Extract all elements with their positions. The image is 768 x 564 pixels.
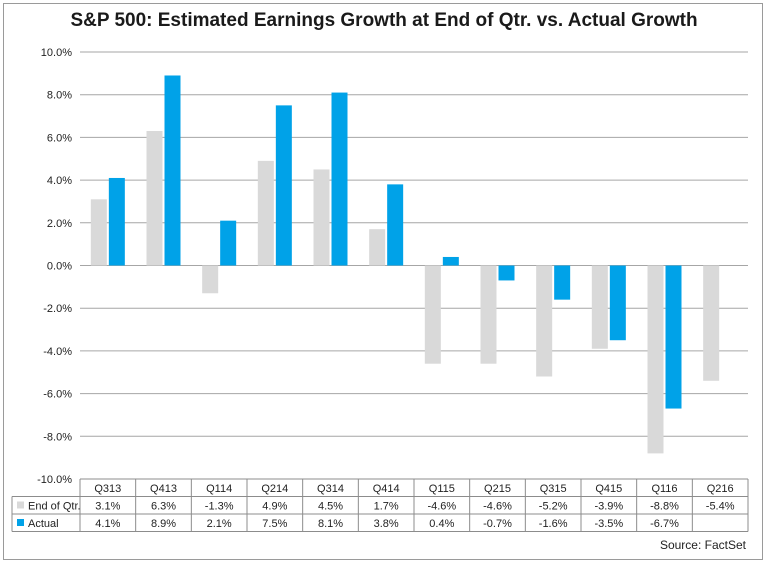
bar-estimate <box>257 160 274 266</box>
chart-title: S&P 500: Estimated Earnings Growth at En… <box>70 10 698 31</box>
x-category-label: Q414 <box>373 483 400 495</box>
bar-estimate <box>536 265 553 377</box>
bar-actual <box>220 220 237 266</box>
y-tick-label: -2.0% <box>43 303 72 315</box>
bar-estimate <box>703 265 720 381</box>
bar-actual <box>331 92 348 266</box>
bar-estimate <box>480 265 497 364</box>
bar-estimate <box>202 265 219 294</box>
data-label: 2.1% <box>207 518 232 530</box>
legend-label: End of Qtr. <box>28 501 81 513</box>
x-category-label: Q114 <box>206 483 232 495</box>
bar-actual <box>275 105 292 266</box>
data-label: 4.9% <box>262 501 287 513</box>
bar-actual <box>665 265 682 409</box>
source-note: Source: FactSet <box>659 538 746 552</box>
data-label: 4.5% <box>318 501 343 513</box>
y-tick-label: 6.0% <box>47 132 72 144</box>
x-category-label: Q116 <box>651 483 677 495</box>
data-label: 3.1% <box>95 501 120 513</box>
x-category-label: Q314 <box>317 483 344 495</box>
legend-label: Actual <box>28 518 59 530</box>
data-label: 8.1% <box>318 518 343 530</box>
data-label: 7.5% <box>262 518 287 530</box>
bar-estimate <box>424 265 441 364</box>
data-label: 3.8% <box>374 518 399 530</box>
x-category-label: Q216 <box>707 483 734 495</box>
y-tick-label: 0.0% <box>47 261 72 273</box>
bar-actual <box>387 184 404 266</box>
data-label: -1.6% <box>539 518 568 530</box>
y-tick-label: 10.0% <box>41 47 72 59</box>
bar-estimate <box>647 265 664 454</box>
data-label: -3.9% <box>594 501 623 513</box>
y-tick-label: -6.0% <box>43 389 72 401</box>
legend-swatch <box>17 519 24 526</box>
data-label: 6.3% <box>151 501 176 513</box>
y-tick-label: 4.0% <box>47 175 72 187</box>
y-tick-label: -4.0% <box>43 346 72 358</box>
data-label: 1.7% <box>374 501 399 513</box>
chart-frame <box>3 3 763 560</box>
data-label: -3.5% <box>594 518 623 530</box>
data-label: -8.8% <box>650 501 679 513</box>
y-tick-label: 2.0% <box>47 218 72 230</box>
bar-estimate <box>146 130 163 266</box>
data-label: 4.1% <box>95 518 120 530</box>
data-label: -6.7% <box>650 518 679 530</box>
x-category-label: Q415 <box>595 483 622 495</box>
x-category-label: Q413 <box>150 483 177 495</box>
bar-actual <box>609 265 626 341</box>
bar-estimate <box>313 169 330 266</box>
bar-actual <box>442 256 459 266</box>
data-label: -4.6% <box>483 501 512 513</box>
x-category-label: Q315 <box>540 483 567 495</box>
x-category-label: Q214 <box>261 483 288 495</box>
data-label: -5.2% <box>539 501 568 513</box>
bar-actual <box>108 177 125 266</box>
x-category-label: Q313 <box>94 483 121 495</box>
data-label: -0.7% <box>483 518 512 530</box>
bar-estimate <box>369 229 386 266</box>
data-label: 8.9% <box>151 518 176 530</box>
bar-actual <box>164 75 181 266</box>
data-label: -1.3% <box>205 501 234 513</box>
legend-swatch <box>17 501 24 509</box>
data-label: 0.4% <box>429 518 454 530</box>
y-tick-label: -10.0% <box>37 474 72 486</box>
bar-estimate <box>591 265 608 349</box>
bar-estimate <box>90 199 107 266</box>
y-tick-label: 8.0% <box>47 90 72 102</box>
data-label: -4.6% <box>427 501 456 513</box>
bar-actual <box>554 265 571 300</box>
x-category-label: Q115 <box>429 483 455 495</box>
data-label: -5.4% <box>706 501 735 513</box>
y-tick-label: -8.0% <box>43 431 72 443</box>
x-category-label: Q215 <box>484 483 511 495</box>
bar-actual <box>498 265 515 281</box>
